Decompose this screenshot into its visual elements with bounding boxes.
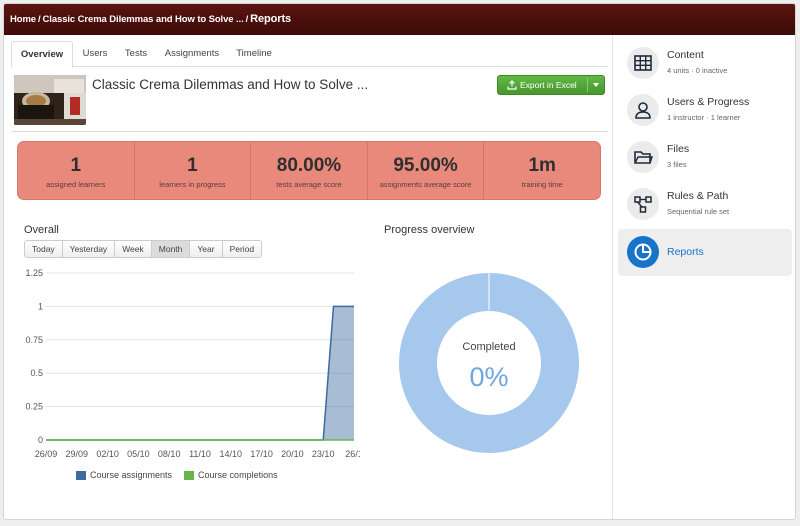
sidebar-item-content[interactable]: Content 4 units · 0 inactive (618, 40, 792, 87)
breadcrumb-current: Reports (250, 13, 292, 25)
y-tick-label: 0.75 (25, 335, 43, 345)
tab-tests[interactable]: Tests (124, 48, 148, 59)
stat-label: learners in progress (159, 180, 226, 189)
overall-title: Overall (24, 224, 59, 236)
stat-value: 95.00% (393, 155, 458, 176)
overall-chart: 0 0.25 0.5 0.75 1 1.25 26/09 29/09 02/10 05/10 08/… (25, 268, 360, 459)
stat-label: assigned learners (46, 180, 106, 189)
stat-assignments-average: 95.00% assignments average score (368, 142, 485, 199)
sidebar-item-rules-path[interactable]: Rules & Path Sequential rule set (618, 181, 792, 228)
stat-value: 80.00% (276, 155, 342, 176)
x-tick-label: 14/10 (220, 449, 243, 459)
divider (11, 131, 608, 132)
period-period[interactable]: Period (222, 241, 262, 257)
sidebar-item-sub: 4 units · 0 inactive (667, 66, 728, 75)
sidebar-item-files[interactable]: Files 3 files (618, 134, 792, 181)
sidebar-item-sub: Sequential rule set (667, 207, 730, 216)
upload-icon (507, 80, 517, 90)
stat-value: 1 (187, 155, 198, 176)
x-tick-label: 11/10 (189, 449, 211, 459)
x-tick-label: 26/09 (35, 449, 58, 459)
sidebar-item-label: Users & Progress (667, 96, 750, 108)
y-tick-label: 0.25 (25, 402, 43, 412)
period-year[interactable]: Year (190, 241, 223, 257)
breadcrumb: Home / Classic Crema Dilemmas and How to S… (4, 4, 795, 35)
button-divider (587, 78, 588, 92)
period-yesterday[interactable]: Yesterday (62, 241, 116, 257)
breadcrumb-course[interactable]: Classic Crema Dilemmas and How to Solve … (42, 14, 244, 25)
stat-value: 1 (70, 155, 82, 176)
legend-label: Course assignments (90, 470, 173, 480)
stat-label: training time (521, 180, 563, 189)
period-month[interactable]: Month (151, 241, 191, 257)
tab-bar: Overview Users Tests Assignments Timelin… (11, 41, 608, 68)
stat-value: 1m (528, 155, 556, 176)
sidebar-item-label: Files (667, 143, 690, 155)
legend-swatch (184, 470, 195, 480)
breadcrumb-separator: / (245, 14, 249, 25)
grid-icon (627, 47, 659, 79)
chevron-down-icon[interactable] (593, 83, 599, 87)
y-tick-label: 0 (38, 435, 43, 445)
period-week[interactable]: Week (115, 241, 152, 257)
tab-overview[interactable]: Overview (11, 41, 73, 68)
y-tick-label: 1 (38, 301, 43, 311)
progress-title: Progress overview (384, 224, 475, 236)
period-selector: Today Yesterday Week Month Year Period (24, 240, 263, 258)
stat-training-time: 1m training time (484, 142, 600, 199)
x-tick-label: 29/09 (66, 449, 89, 459)
sidebar-item-sub: 3 files (667, 160, 687, 169)
legend-item-assignments[interactable]: Course assignments (76, 470, 172, 480)
tab-users[interactable]: Users (82, 48, 108, 59)
course-title: Classic Crema Dilemmas and How to Solve … (92, 77, 369, 92)
period-today[interactable]: Today (25, 241, 63, 257)
path-icon (627, 188, 659, 220)
legend-swatch (76, 470, 86, 480)
x-tick-label: 20/10 (281, 449, 304, 459)
sidebar-item-label: Content (667, 49, 704, 61)
course-thumbnail (14, 75, 86, 125)
sidebar-item-label: Rules & Path (667, 190, 729, 202)
tab-timeline[interactable]: Timeline (236, 48, 272, 59)
user-icon (627, 94, 659, 126)
sidebar: Content 4 units · 0 inactive Users & Pro… (612, 35, 795, 519)
main-panel: Home / Classic Crema Dilemmas and How to S… (3, 3, 796, 520)
sidebar-item-reports[interactable]: Reports (618, 229, 792, 276)
coffee-image-icon (14, 75, 86, 125)
y-tick-label: 0.5 (30, 368, 43, 378)
stat-label: assignments average score (379, 180, 472, 189)
sidebar-item-label: Reports (667, 246, 704, 258)
stat-learners-in-progress: 1 learners in progress (135, 142, 252, 199)
x-tick-label: 26/1 (345, 449, 360, 459)
sidebar-item-sub: 1 instructor · 1 learner (667, 113, 741, 122)
y-tick-label: 1.25 (25, 268, 43, 278)
stat-label: tests average score (276, 180, 342, 189)
pie-chart-icon (627, 236, 659, 268)
x-tick-label: 17/10 (250, 449, 273, 459)
folder-icon (627, 141, 659, 173)
x-tick-label: 08/10 (158, 449, 181, 459)
stats-panel: 1 assigned learners 1 learners in progre… (17, 141, 601, 200)
completed-value: 0% (469, 362, 508, 392)
stat-tests-average: 80.00% tests average score (251, 142, 368, 199)
tab-assignments[interactable]: Assignments (164, 48, 220, 59)
export-excel-button[interactable]: Export in Excel (497, 75, 605, 95)
legend-label: Course completions (198, 470, 278, 480)
progress-donut: Completed 0% (399, 272, 579, 453)
x-tick-label: 05/10 (127, 449, 150, 459)
x-tick-label: 23/10 (312, 449, 335, 459)
breadcrumb-home[interactable]: Home (10, 14, 36, 25)
breadcrumb-separator: / (38, 14, 41, 25)
legend-item-completions[interactable]: Course completions (184, 470, 278, 480)
export-button-label: Export in Excel (520, 80, 577, 90)
x-tick-label: 02/10 (96, 449, 119, 459)
completed-label: Completed (462, 341, 515, 353)
chart-legend: Course assignments Course completions (76, 470, 290, 480)
stat-assigned-learners: 1 assigned learners (18, 142, 135, 199)
sidebar-item-users-progress[interactable]: Users & Progress 1 instructor · 1 learne… (618, 87, 792, 134)
